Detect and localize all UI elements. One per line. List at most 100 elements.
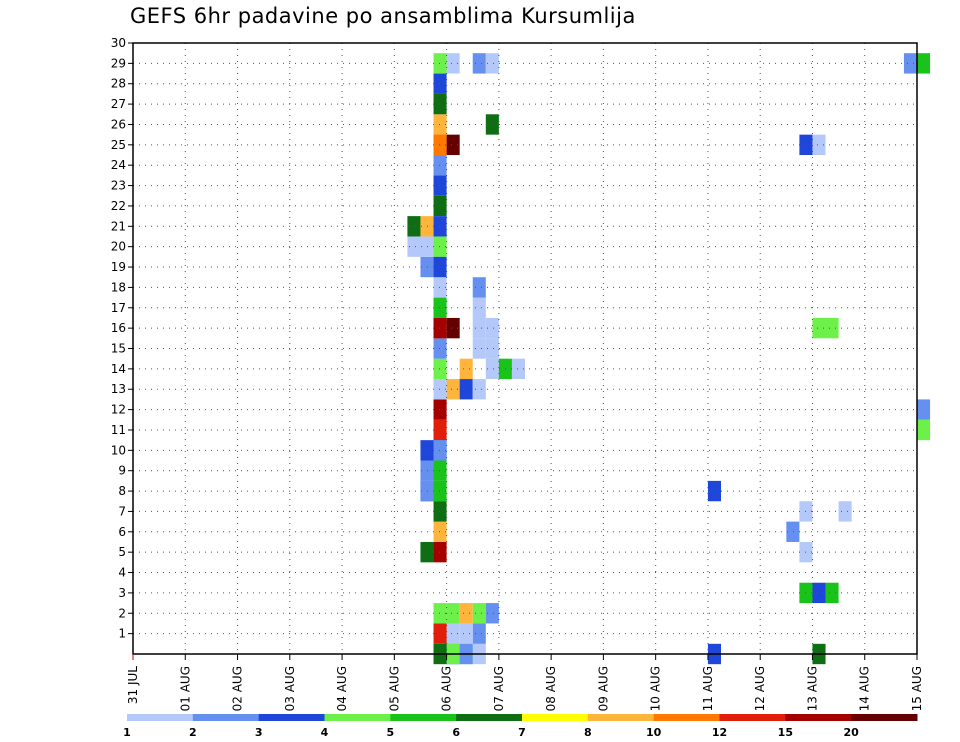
x-tick-label: 01 AUG [178, 666, 192, 711]
y-tick-label: 6 [118, 525, 126, 539]
heatmap-cell [917, 53, 931, 74]
y-tick-label: 12 [111, 403, 126, 417]
x-tick-label: 03 AUG [283, 666, 297, 711]
heatmap-cell [812, 134, 826, 156]
y-tick-label: 15 [111, 342, 126, 356]
heatmap-cell [433, 93, 447, 115]
heatmap-cell [433, 195, 447, 217]
colorbar-segment [719, 714, 786, 721]
y-tick-label: 5 [118, 545, 126, 559]
colorbar-segment [258, 714, 325, 721]
heatmap-cell [433, 155, 447, 176]
colorbar-segment [390, 714, 457, 721]
heatmap-cell [433, 175, 447, 196]
heatmap-cell [446, 623, 460, 644]
heatmap-cell [485, 114, 499, 135]
colorbar-label: 4 [321, 726, 329, 739]
y-tick-label: 22 [111, 199, 126, 213]
heatmap-cell [446, 603, 460, 624]
y-tick-label: 2 [118, 606, 126, 620]
colorbar-segment [653, 714, 720, 721]
heatmap-cell [433, 480, 447, 502]
y-tick-label: 3 [118, 586, 126, 600]
y-tick-label: 9 [118, 464, 126, 478]
heatmap-cell [917, 399, 931, 420]
heatmap-cell [446, 379, 460, 400]
heatmap-cell [838, 501, 852, 522]
y-tick-label: 24 [111, 158, 126, 172]
heatmap-cell [485, 358, 499, 380]
heatmap-cell [825, 317, 839, 339]
x-tick-label: 08 AUG [544, 666, 558, 711]
heatmap-cell [433, 73, 447, 94]
colorbar-label: 1 [123, 726, 131, 739]
heatmap-cell [433, 501, 447, 522]
heatmap-cell [433, 114, 447, 135]
y-tick-label: 21 [111, 219, 126, 233]
colorbar-label: 7 [518, 726, 526, 739]
y-tick-label: 19 [111, 260, 126, 274]
x-tick-label: 15 AUG [910, 666, 924, 711]
x-tick-label: 13 AUG [805, 666, 819, 711]
y-tick-label: 10 [111, 443, 126, 457]
heatmap-cell [433, 317, 447, 339]
y-tick-label: 29 [111, 56, 126, 70]
heatmap-cell [433, 440, 447, 461]
heatmap-cell [485, 603, 499, 624]
heatmap-cell [433, 399, 447, 420]
heatmap-cell [472, 317, 486, 339]
colorbar-label: 8 [584, 726, 592, 739]
x-tick-label: 07 AUG [492, 666, 506, 711]
heatmap-cell [472, 623, 486, 644]
y-tick-label: 4 [118, 566, 126, 580]
y-tick-label: 28 [111, 77, 126, 91]
heatmap-cell [433, 541, 447, 563]
y-tick-label: 7 [118, 504, 126, 518]
heatmap-cell [472, 277, 486, 298]
y-tick-label: 14 [111, 362, 126, 376]
x-tick-label: 31 JUL [126, 666, 140, 704]
heatmap-cell [707, 480, 721, 502]
heatmap-cell [812, 317, 826, 339]
colorbar-segment [127, 714, 194, 721]
heatmap-cell [407, 236, 421, 257]
heatmap-cell [485, 53, 499, 74]
x-tick-label: 06 AUG [440, 666, 454, 711]
heatmap-cell [433, 623, 447, 644]
heatmap-cell [917, 419, 931, 441]
heatmap-cell [511, 358, 525, 380]
heatmap-cell [459, 379, 473, 400]
heatmap-cell [812, 582, 826, 604]
colorbar-label: 10 [646, 726, 662, 739]
y-tick-label: 27 [111, 97, 126, 111]
heatmap-cell [407, 216, 421, 237]
y-tick-label: 18 [111, 280, 126, 294]
colorbar-label: 12 [712, 726, 727, 739]
y-tick-label: 20 [111, 240, 126, 254]
heatmap-cell [472, 603, 486, 624]
colorbar-label: 5 [387, 726, 395, 739]
x-tick-label: 02 AUG [231, 666, 245, 711]
x-tick-label: 09 AUG [596, 666, 610, 711]
y-tick-label: 1 [118, 627, 126, 641]
heatmap-cell [825, 582, 839, 604]
colorbar-segment [522, 714, 589, 721]
heatmap-cell [459, 623, 473, 644]
colorbar-label: 2 [189, 726, 197, 739]
heatmap-cell [433, 338, 447, 359]
y-tick-label: 16 [111, 321, 126, 335]
colorbar-segment [587, 714, 655, 721]
x-tick-label: 04 AUG [335, 666, 349, 711]
heatmap-cell [433, 460, 447, 481]
heatmap-cell [433, 256, 447, 278]
heatmap-cell [433, 297, 447, 318]
y-tick-label: 30 [111, 36, 126, 50]
heatmap-cell [459, 358, 473, 380]
heatmap-cell [433, 521, 447, 542]
y-tick-label: 8 [118, 484, 126, 498]
heatmap-cell [433, 379, 447, 400]
y-tick-label: 13 [111, 382, 126, 396]
colorbar-label: 20 [844, 726, 860, 739]
heatmap-cell [472, 379, 486, 400]
colorbar-segment [785, 714, 852, 721]
